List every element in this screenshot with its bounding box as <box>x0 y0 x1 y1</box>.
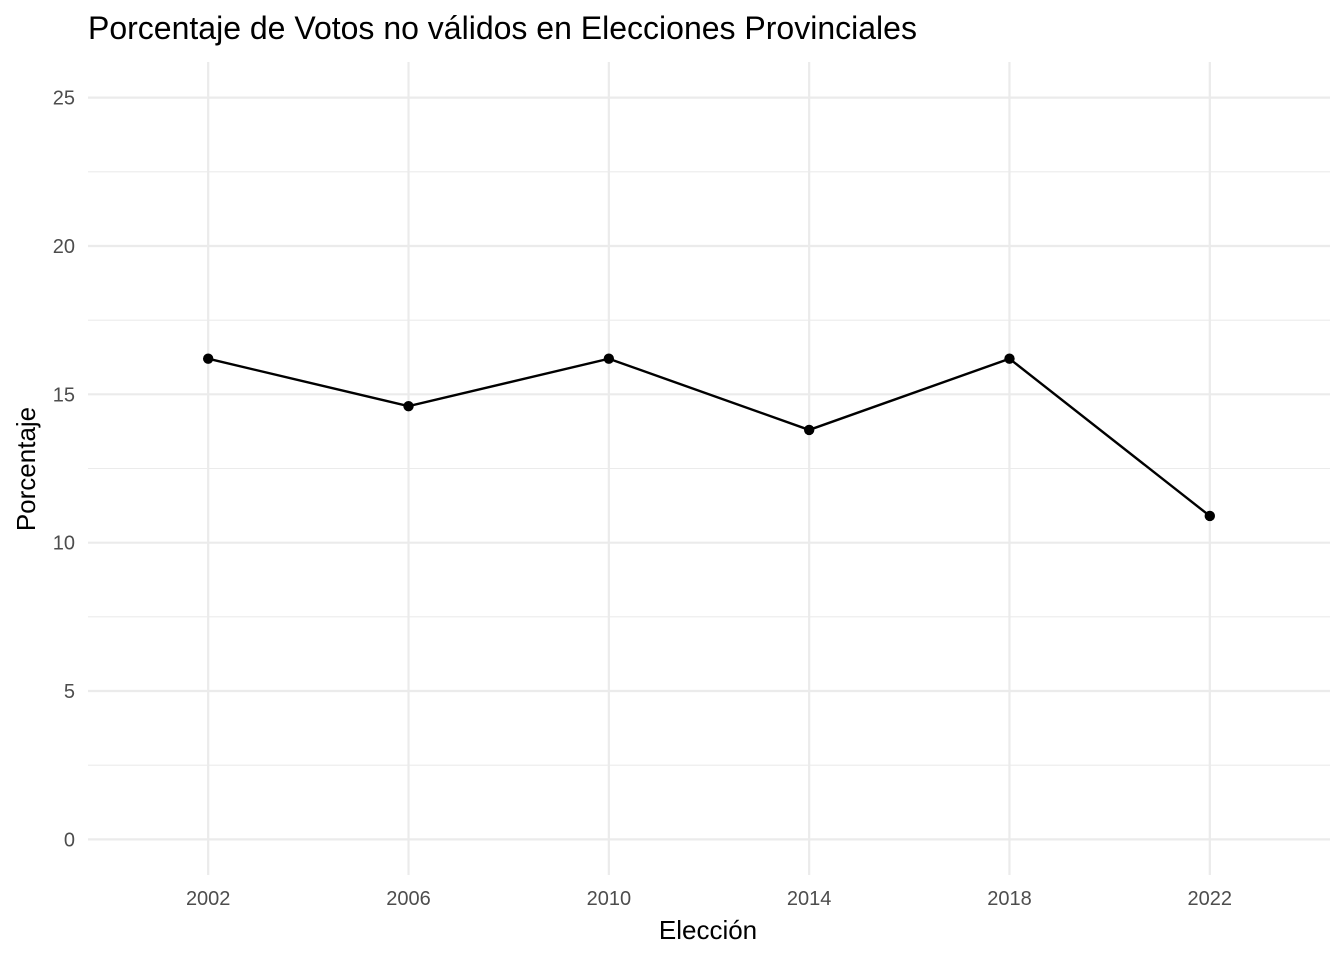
y-tick-label: 10 <box>53 533 75 555</box>
y-tick-label: 15 <box>53 384 75 406</box>
data-point <box>603 353 615 364</box>
y-axis-ticks: 0 5 10 15 20 25 <box>53 88 75 852</box>
grid-lines <box>88 62 1330 875</box>
x-tick-label: 2006 <box>386 888 431 910</box>
x-axis-title: Elección <box>659 915 757 945</box>
data-point <box>803 424 815 436</box>
x-tick-label: 2014 <box>787 888 832 910</box>
x-tick-label: 2010 <box>587 888 632 910</box>
x-tick-label: 2018 <box>987 888 1032 910</box>
y-axis-title: Porcentaje <box>11 407 41 531</box>
y-tick-label: 25 <box>53 88 75 110</box>
data-point <box>1004 353 1015 364</box>
series-layer <box>202 353 1216 522</box>
data-point <box>403 400 414 412</box>
y-tick-label: 20 <box>53 236 75 258</box>
series-line <box>207 357 1211 517</box>
data-point <box>1204 510 1216 522</box>
chart-title: Porcentaje de Votos no válidos en Elecci… <box>88 10 917 46</box>
x-tick-label: 2022 <box>1188 888 1233 910</box>
y-tick-label: 0 <box>64 829 75 851</box>
data-point <box>202 353 214 364</box>
x-axis-ticks: 2002 2006 2010 2014 2018 2022 <box>186 888 1232 910</box>
x-tick-label: 2002 <box>186 888 231 910</box>
y-tick-label: 5 <box>64 681 75 703</box>
